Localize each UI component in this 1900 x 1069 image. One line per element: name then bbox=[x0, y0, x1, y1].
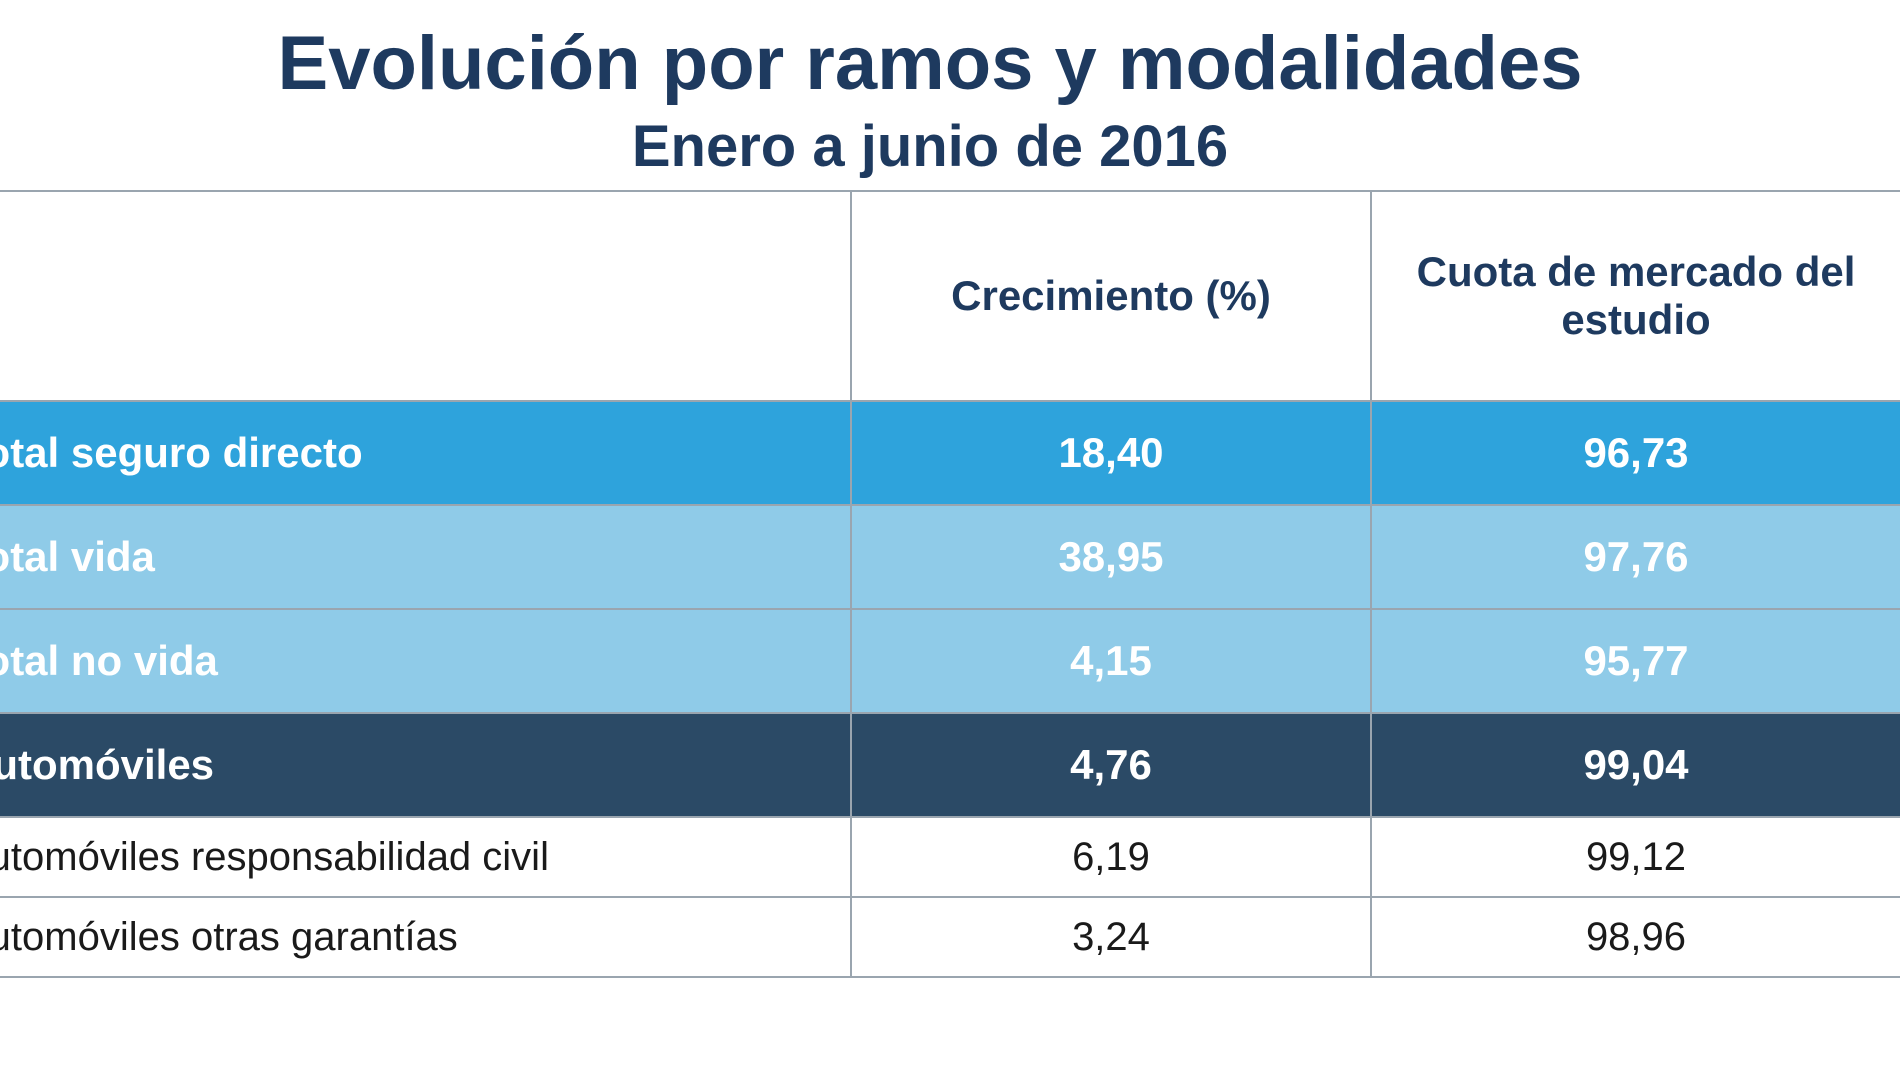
col-header-share: Cuota de mercado del estudio bbox=[1371, 191, 1900, 401]
row-share: 98,96 bbox=[1371, 897, 1900, 977]
row-share: 99,12 bbox=[1371, 817, 1900, 897]
row-growth: 38,95 bbox=[851, 505, 1371, 609]
table-row: Automóviles otras garantías 3,24 98,96 bbox=[0, 897, 1900, 977]
row-label: Total no vida bbox=[0, 609, 851, 713]
page-title: Evolución por ramos y modalidades bbox=[0, 20, 1900, 107]
table-row: Automóviles 4,76 99,04 bbox=[0, 713, 1900, 817]
page: Evolución por ramos y modalidades Enero … bbox=[0, 0, 1900, 1069]
row-growth: 4,15 bbox=[851, 609, 1371, 713]
table-row: Total seguro directo 18,40 96,73 bbox=[0, 401, 1900, 505]
row-share: 99,04 bbox=[1371, 713, 1900, 817]
table-header-row: Crecimiento (%) Cuota de mercado del est… bbox=[0, 191, 1900, 401]
table-row: Total vida 38,95 97,76 bbox=[0, 505, 1900, 609]
table-row: Automóviles responsabilidad civil 6,19 9… bbox=[0, 817, 1900, 897]
row-share: 96,73 bbox=[1371, 401, 1900, 505]
table-row: Total no vida 4,15 95,77 bbox=[0, 609, 1900, 713]
row-growth: 18,40 bbox=[851, 401, 1371, 505]
data-table: Crecimiento (%) Cuota de mercado del est… bbox=[0, 190, 1900, 978]
row-growth: 6,19 bbox=[851, 817, 1371, 897]
row-growth: 3,24 bbox=[851, 897, 1371, 977]
row-label: Total vida bbox=[0, 505, 851, 609]
row-share: 95,77 bbox=[1371, 609, 1900, 713]
page-subtitle: Enero a junio de 2016 bbox=[0, 113, 1900, 180]
row-label: Automóviles bbox=[0, 713, 851, 817]
row-label: Total seguro directo bbox=[0, 401, 851, 505]
row-growth: 4,76 bbox=[851, 713, 1371, 817]
row-label: Automóviles responsabilidad civil bbox=[0, 817, 851, 897]
col-header-label bbox=[0, 191, 851, 401]
row-label: Automóviles otras garantías bbox=[0, 897, 851, 977]
row-share: 97,76 bbox=[1371, 505, 1900, 609]
title-block: Evolución por ramos y modalidades Enero … bbox=[0, 0, 1900, 190]
col-header-growth: Crecimiento (%) bbox=[851, 191, 1371, 401]
